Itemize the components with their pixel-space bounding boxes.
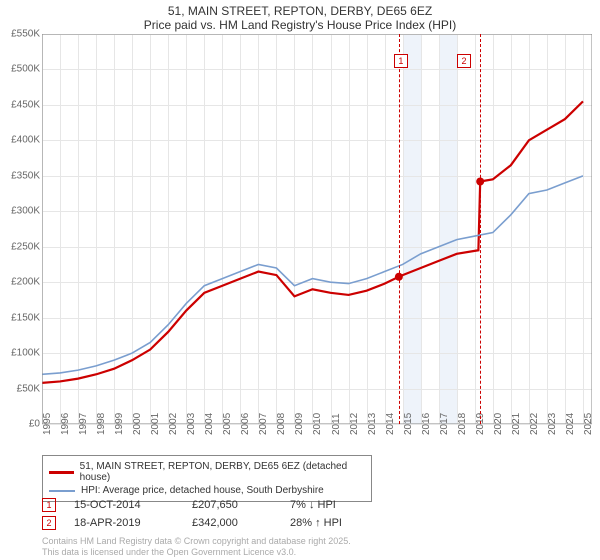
y-axis-tick-label: £200K	[2, 277, 40, 288]
table-row: 2 18-APR-2019 £342,000 28% ↑ HPI	[42, 514, 380, 532]
x-axis-tick-label: 2015	[403, 413, 414, 435]
legend-swatch	[49, 471, 74, 474]
x-axis-tick-label: 2002	[168, 413, 179, 435]
x-axis-tick-label: 1997	[78, 413, 89, 435]
transaction-marker: 2	[42, 516, 56, 530]
transaction-marker: 1	[42, 498, 56, 512]
footer-line: Contains HM Land Registry data © Crown c…	[42, 536, 351, 547]
x-axis-tick-label: 2023	[547, 413, 558, 435]
y-axis-tick-label: £500K	[2, 64, 40, 75]
transaction-date: 15-OCT-2014	[74, 499, 174, 511]
y-axis-tick-label: £50K	[2, 383, 40, 394]
x-axis-tick-label: 2000	[132, 413, 143, 435]
legend: 51, MAIN STREET, REPTON, DERBY, DE65 6EZ…	[42, 455, 372, 502]
transaction-date: 18-APR-2019	[74, 517, 174, 529]
transaction-diff: 28% ↑ HPI	[290, 517, 380, 529]
x-axis-tick-label: 2018	[457, 413, 468, 435]
x-axis-tick-label: 2006	[240, 413, 251, 435]
x-axis-tick-label: 1995	[42, 413, 53, 435]
x-axis-tick-label: 2010	[312, 413, 323, 435]
transaction-diff: 7% ↓ HPI	[290, 499, 380, 511]
x-axis-tick-label: 2001	[150, 413, 161, 435]
x-axis-tick-label: 2008	[276, 413, 287, 435]
x-axis-tick-label: 2004	[204, 413, 215, 435]
y-axis-tick-label: £450K	[2, 99, 40, 110]
x-axis-tick-label: 2011	[331, 413, 342, 435]
y-axis-tick-label: £400K	[2, 135, 40, 146]
y-axis-tick-label: £250K	[2, 241, 40, 252]
x-axis-tick-label: 2021	[511, 413, 522, 435]
x-axis-tick-label: 2014	[385, 413, 396, 435]
footer-line: This data is licensed under the Open Gov…	[42, 547, 351, 558]
transaction-table: 1 15-OCT-2014 £207,650 7% ↓ HPI 2 18-APR…	[42, 496, 380, 532]
x-axis-tick-label: 1996	[60, 413, 71, 435]
table-row: 1 15-OCT-2014 £207,650 7% ↓ HPI	[42, 496, 380, 514]
x-axis-tick-label: 1999	[114, 413, 125, 435]
y-axis-tick-label: £550K	[2, 29, 40, 40]
x-axis-tick-label: 2017	[439, 413, 450, 435]
x-axis-tick-label: 2016	[421, 413, 432, 435]
x-axis-tick-label: 2013	[367, 413, 378, 435]
x-axis-tick-label: 2012	[349, 413, 360, 435]
transaction-price: £207,650	[192, 499, 272, 511]
x-axis-tick-label: 2009	[294, 413, 305, 435]
chart-area: £0£50K£100K£150K£200K£250K£300K£350K£400…	[42, 34, 592, 424]
chart-container: 51, MAIN STREET, REPTON, DERBY, DE65 6EZ…	[0, 0, 600, 560]
chart-title-line2: Price paid vs. HM Land Registry's House …	[0, 18, 600, 32]
chart-marker-label: 2	[457, 54, 471, 68]
y-axis-tick-label: £100K	[2, 348, 40, 359]
plot-area: £0£50K£100K£150K£200K£250K£300K£350K£400…	[42, 34, 592, 424]
x-axis-tick-label: 2005	[222, 413, 233, 435]
x-axis-tick-label: 2007	[258, 413, 269, 435]
x-axis-tick-label: 2024	[565, 413, 576, 435]
transaction-price: £342,000	[192, 517, 272, 529]
footer-attribution: Contains HM Land Registry data © Crown c…	[42, 536, 351, 558]
x-axis-tick-label: 2003	[186, 413, 197, 435]
x-axis-tick-label: 2022	[529, 413, 540, 435]
chart-title-line1: 51, MAIN STREET, REPTON, DERBY, DE65 6EZ	[0, 0, 600, 18]
y-axis-tick-label: £0	[2, 419, 40, 430]
legend-swatch	[49, 490, 75, 492]
x-axis-tick-label: 2025	[583, 413, 594, 435]
y-axis-tick-label: £350K	[2, 170, 40, 181]
y-axis-tick-label: £300K	[2, 206, 40, 217]
x-axis-tick-label: 1998	[96, 413, 107, 435]
y-axis-tick-label: £150K	[2, 312, 40, 323]
legend-item: 51, MAIN STREET, REPTON, DERBY, DE65 6EZ…	[49, 460, 365, 484]
chart-marker-label: 1	[394, 54, 408, 68]
legend-label: HPI: Average price, detached house, Sout…	[81, 485, 324, 496]
legend-label: 51, MAIN STREET, REPTON, DERBY, DE65 6EZ…	[80, 461, 365, 483]
x-axis-tick-label: 2020	[493, 413, 504, 435]
chart-svg	[42, 34, 592, 424]
